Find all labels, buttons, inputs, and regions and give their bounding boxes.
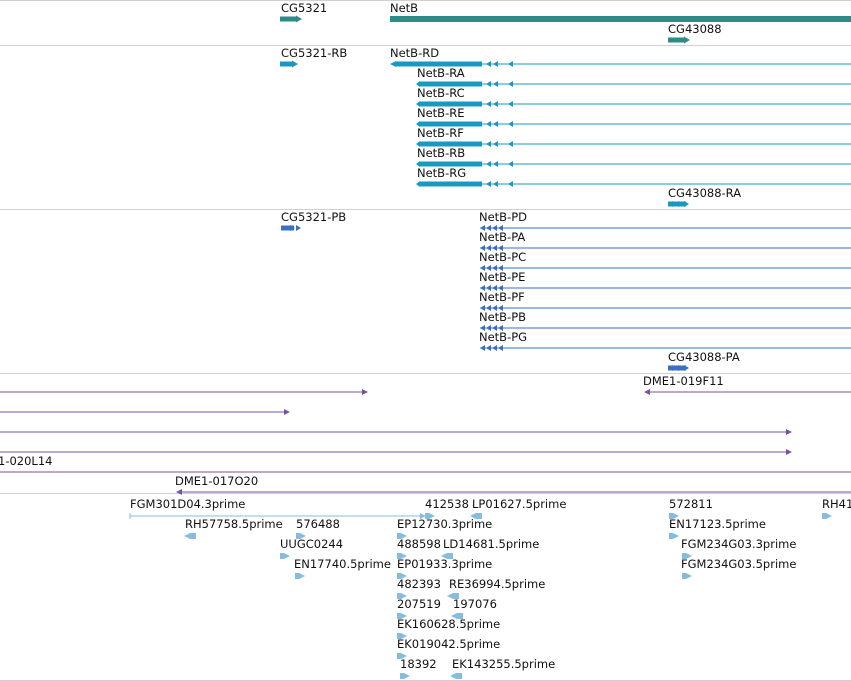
est-label: 197076: [453, 597, 497, 611]
gene-label-netb: NetB: [390, 1, 419, 15]
est-label: 576488: [296, 517, 340, 531]
est-label: 572811: [669, 497, 713, 511]
protein-label: NetB-PB: [479, 310, 527, 324]
transcript-netb-rd[interactable]: [390, 61, 851, 67]
protein-netb-pb[interactable]: [480, 325, 851, 331]
gene-netb[interactable]: [390, 16, 851, 22]
gene-label-cg5321: CG5321: [281, 1, 328, 15]
protein-cg5321-pb[interactable]: [281, 225, 301, 231]
est-label: EP01933.3prime: [397, 557, 493, 571]
est-197076[interactable]: [451, 613, 463, 619]
transcript-netb-ra[interactable]: [416, 81, 851, 87]
est-label: EK160628.5prime: [397, 617, 501, 631]
transcript-label: CG5321-RB: [281, 46, 348, 60]
transcript-label: NetB-RA: [417, 66, 465, 80]
protein-label: NetB-PC: [479, 250, 527, 264]
est-label: EP12730.3prime: [397, 517, 493, 531]
gene-cg43088[interactable]: [668, 36, 690, 44]
est-re36994[interactable]: [447, 593, 459, 599]
transcript-netb-rc[interactable]: [416, 101, 851, 107]
clone-label: DME1-019F11: [643, 374, 724, 388]
est-label: EN17740.5prime: [294, 557, 391, 571]
est-label: EK019042.5prime: [397, 637, 501, 651]
est-label: FGM234G03.5prime: [681, 557, 797, 571]
est-fgm301d04[interactable]: [129, 513, 426, 519]
transcript-label: CG43088-RA: [668, 186, 742, 200]
protein-label: CG43088-PA: [668, 350, 740, 364]
protein-netb-pd[interactable]: [480, 225, 851, 231]
est-572811[interactable]: [669, 513, 679, 519]
est-lp01627[interactable]: [470, 513, 482, 519]
clone-2[interactable]: [0, 409, 290, 415]
clone-label: 1-020L14: [0, 454, 53, 468]
est-ep12730[interactable]: [397, 533, 407, 539]
est-ek019042[interactable]: [397, 653, 407, 659]
est-label: LD14681.5prime: [443, 537, 540, 551]
est-label: UUGC0244: [280, 537, 344, 551]
est-482393[interactable]: [397, 593, 407, 599]
est-488598[interactable]: [397, 553, 407, 559]
clone-label: DME1-017O20: [175, 474, 259, 488]
protein-label: NetB-PF: [479, 290, 525, 304]
est-rh57758[interactable]: [184, 533, 196, 539]
protein-cg43088-pa[interactable]: [668, 365, 689, 371]
est-576488[interactable]: [296, 533, 306, 539]
protein-label: NetB-PD: [479, 210, 528, 224]
protein-label: NetB-PA: [479, 230, 526, 244]
clone-017o20[interactable]: [176, 489, 851, 495]
est-rh41[interactable]: [822, 513, 832, 519]
est-label: EN17123.5prime: [669, 517, 766, 531]
est-fgm234g03-5[interactable]: [682, 573, 692, 579]
clone-4[interactable]: [0, 449, 792, 455]
est-18392[interactable]: [400, 673, 410, 679]
est-label: RH41: [822, 497, 851, 511]
est-fgm234g03-3[interactable]: [682, 553, 692, 559]
transcript-netb-rg[interactable]: [416, 181, 851, 187]
est-ld14681[interactable]: [441, 553, 453, 559]
clone-019f11[interactable]: [644, 389, 851, 395]
est-207519[interactable]: [397, 613, 407, 619]
est-ek160628[interactable]: [397, 633, 407, 639]
clone-1[interactable]: [0, 389, 368, 395]
gene-cg5321[interactable]: [280, 15, 302, 23]
est-label: EK143255.5prime: [452, 657, 556, 671]
est-label: 482393: [397, 577, 441, 591]
protein-label: NetB-PG: [479, 330, 528, 344]
clone-3[interactable]: [0, 429, 792, 435]
transcript-cg5321-rb[interactable]: [280, 60, 298, 68]
transcript-netb-rf[interactable]: [416, 141, 851, 147]
est-label: RE36994.5prime: [449, 577, 546, 591]
est-label: FGM301D04.3prime: [130, 497, 246, 511]
est-en17123[interactable]: [669, 533, 679, 539]
est-uugc0244[interactable]: [280, 553, 290, 559]
protein-label: NetB-PE: [479, 270, 526, 284]
est-label: 207519: [397, 597, 441, 611]
transcript-label: NetB-RG: [417, 166, 467, 180]
transcript-label: NetB-RC: [417, 86, 465, 100]
protein-netb-pf[interactable]: [480, 305, 851, 311]
protein-label: CG5321-PB: [281, 210, 347, 224]
gene-label-cg43088: CG43088: [668, 22, 722, 36]
transcript-label: NetB-RE: [417, 106, 465, 120]
protein-netb-pe[interactable]: [480, 285, 851, 291]
est-en17740[interactable]: [295, 573, 305, 579]
transcript-label: NetB-RD: [390, 46, 440, 60]
est-label: FGM234G03.3prime: [681, 537, 797, 551]
protein-netb-pc[interactable]: [480, 265, 851, 271]
transcript-label: NetB-RB: [417, 146, 466, 160]
transcript-netb-rb[interactable]: [416, 161, 851, 167]
est-label: 18392: [400, 657, 437, 671]
est-label: 412538: [425, 497, 469, 511]
protein-netb-pg[interactable]: [480, 345, 851, 351]
est-label: LP01627.5prime: [472, 497, 567, 511]
est-ek143255[interactable]: [450, 673, 462, 679]
est-label: 488598: [397, 537, 441, 551]
est-label: RH57758.5prime: [185, 517, 283, 531]
transcript-label: NetB-RF: [417, 126, 464, 140]
est-412538[interactable]: [425, 513, 435, 519]
transcript-cg43088-ra[interactable]: [668, 201, 689, 207]
transcript-netb-re[interactable]: [416, 121, 851, 127]
est-ep01933[interactable]: [397, 573, 407, 579]
protein-netb-pa[interactable]: [480, 245, 851, 251]
